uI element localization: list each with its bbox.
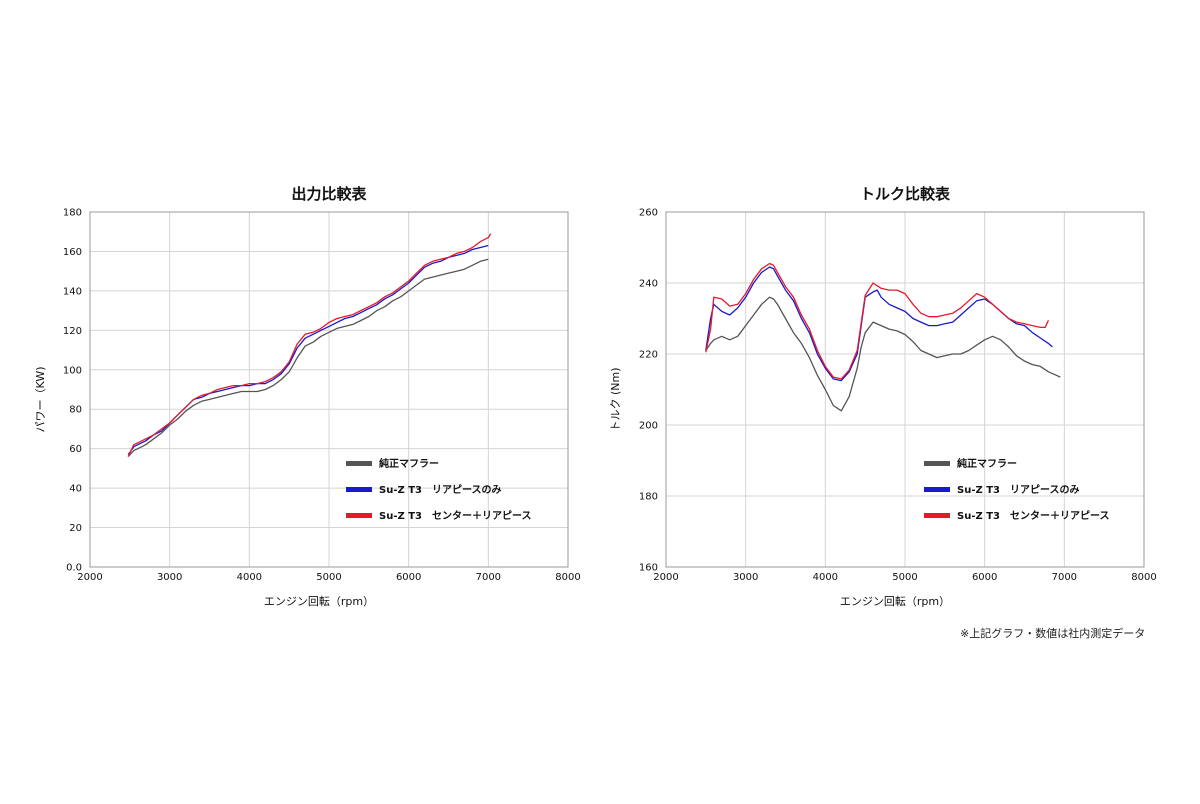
y-tick-label: 160 [639, 563, 658, 574]
legend-swatch-center_rear [346, 513, 372, 518]
legend: 純正マフラー Su-Z T3 リアピースのみ Su-Z T3 センター＋リアピース [924, 457, 1109, 522]
series-line-stock [127, 258, 489, 458]
y-tick-label: 20 [69, 523, 82, 534]
series-line-center_rear [705, 262, 1049, 380]
legend-swatch-center_rear [924, 513, 950, 518]
x-tick-label: 7000 [476, 572, 501, 583]
chart-title: トルク比較表 [860, 185, 951, 203]
x-tick-label: 4000 [813, 572, 838, 583]
chart-2: トルク比較表 2000 3000 4000 5000 6000 7000 8000 160 180… [609, 185, 1157, 608]
legend-swatch-rear_only [346, 487, 372, 492]
x-axis-label: エンジン回転（rpm） [840, 595, 950, 608]
y-tick-label: 180 [639, 492, 658, 503]
y-tick-label: 180 [63, 208, 82, 219]
x-tick-label: 4000 [237, 572, 262, 583]
y-axis-label: トルク (Nm) [609, 367, 622, 431]
x-tick-label: 7000 [1052, 572, 1077, 583]
y-tick-label: 260 [639, 208, 658, 219]
plot-frame [89, 211, 569, 568]
x-tick-label: 8000 [1131, 572, 1156, 583]
x-tick-label: 6000 [396, 572, 421, 583]
legend-swatch-stock [924, 461, 950, 466]
legend-swatch-rear_only [924, 487, 950, 492]
legend-swatch-stock [346, 461, 372, 466]
legend-label: Su-Z T3 リアピースのみ [957, 484, 1079, 496]
x-axis-label: エンジン回転（rpm） [264, 595, 374, 608]
y-tick-label: 240 [639, 279, 658, 290]
y-tick-label: 100 [63, 365, 82, 376]
y-tick-label: 40 [69, 484, 82, 495]
x-tick-label: 2000 [77, 572, 102, 583]
y-tick-label: 140 [63, 286, 82, 297]
y-tick-label: 200 [639, 421, 658, 432]
y-tick-label: 220 [639, 350, 658, 361]
legend-label: Su-Z T3 センター＋リアピース [379, 510, 531, 522]
y-tick-label: 120 [63, 326, 82, 337]
chart-1: 出力比較表 2000 3000 4000 5000 6000 7000 8000 0.0 20 40… [34, 185, 581, 608]
x-tick-label: 8000 [555, 572, 580, 583]
x-tick-label: 5000 [892, 572, 917, 583]
x-tick-label: 3000 [733, 572, 758, 583]
chart-title: 出力比較表 [291, 185, 367, 203]
legend-label: Su-Z T3 リアピースのみ [379, 484, 501, 496]
legend-label: 純正マフラー [957, 457, 1017, 470]
footnote: ※上記グラフ・数値は社内測定データ [960, 627, 1146, 640]
y-tick-label: 0.0 [66, 563, 82, 574]
legend-label: Su-Z T3 センター＋リアピース [957, 510, 1109, 522]
y-axis-label: パワー（KW) [34, 367, 47, 433]
plot-frame [665, 211, 1145, 568]
x-tick-label: 6000 [972, 572, 997, 583]
series-line-center_rear [127, 233, 492, 457]
x-tick-label: 5000 [316, 572, 341, 583]
y-tick-label: 160 [63, 247, 82, 258]
series-line-rear_only [705, 266, 1053, 382]
legend: 純正マフラー Su-Z T3 リアピースのみ Su-Z T3 センター＋リアピース [346, 457, 531, 522]
x-tick-label: 3000 [157, 572, 182, 583]
y-tick-label: 60 [69, 444, 82, 455]
series-line-stock [705, 296, 1061, 412]
x-tick-label: 2000 [653, 572, 678, 583]
y-tick-label: 80 [69, 405, 82, 416]
legend-label: 純正マフラー [379, 457, 439, 470]
